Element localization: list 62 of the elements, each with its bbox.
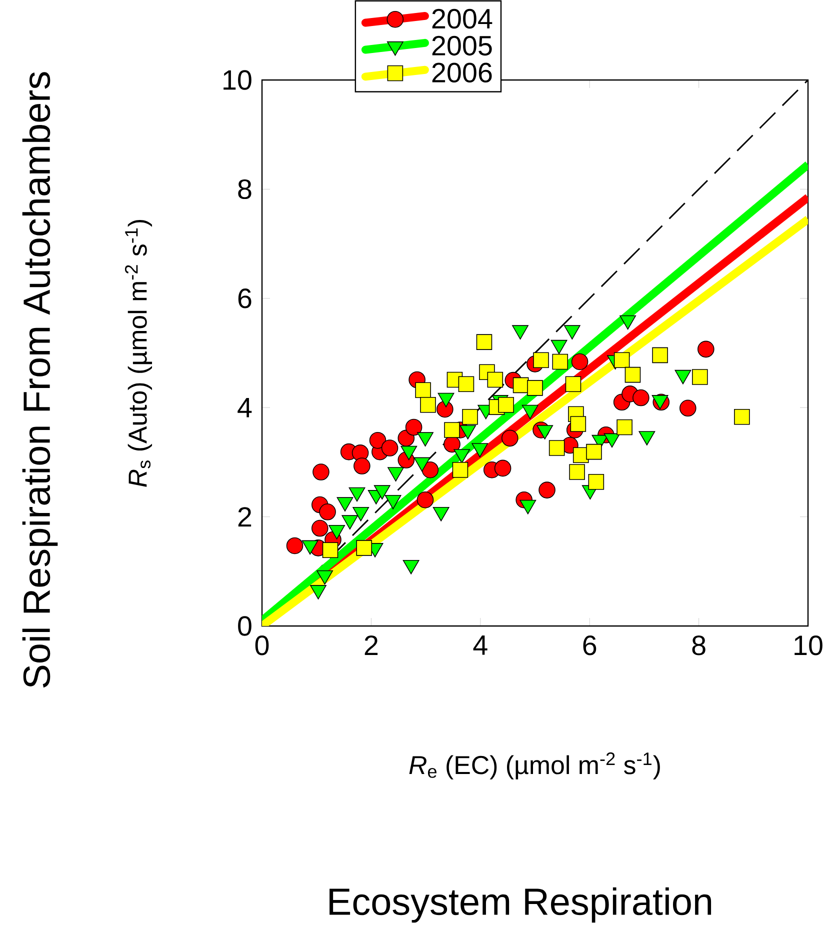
point: [458, 376, 474, 392]
y-axis-title: R$_{s}$ (Auto) (µmol m$^{-2}$ s$^{-1}$): [124, 220, 152, 487]
point: [624, 366, 641, 383]
y-tick-label: 2: [238, 507, 252, 527]
point: [354, 458, 370, 474]
point: [420, 396, 436, 413]
point: [494, 460, 512, 477]
y-tick-label: 10: [224, 70, 252, 90]
point: [501, 430, 518, 447]
y-tick-label: 8: [238, 179, 252, 200]
point: [311, 520, 328, 537]
x-tick-label: 4: [473, 636, 488, 655]
point: [571, 353, 588, 370]
point: [552, 354, 568, 370]
point: [444, 422, 460, 438]
text: Soil Respiration From Autochambers: [22, 72, 58, 688]
point: [462, 408, 478, 425]
point: [422, 461, 439, 478]
point: [588, 474, 604, 490]
point: [322, 542, 338, 558]
point: [570, 416, 586, 432]
point: [679, 400, 696, 417]
legend-label: 2005: [432, 36, 492, 56]
point: [356, 540, 372, 556]
x-tick-label: 0: [255, 636, 269, 656]
x-tick-label: 8: [692, 636, 706, 656]
point: [415, 382, 431, 398]
y-tick-label: 6: [238, 288, 252, 308]
x-tick-label: 2: [364, 636, 378, 655]
point: [527, 380, 543, 396]
point: [533, 352, 549, 368]
x-tick-label: 6: [583, 636, 596, 656]
point: [405, 418, 422, 436]
point: [734, 408, 750, 425]
point: [369, 432, 386, 449]
point: [616, 419, 632, 436]
point: [548, 440, 565, 456]
point: [286, 537, 304, 554]
point: [416, 491, 434, 508]
x-axis-title: R$_{e}$ (EC) (µmol m$^{-2}$ s$^{-1}$): [409, 752, 660, 780]
point: [452, 462, 468, 478]
point: [614, 352, 630, 368]
legend-label: 2006: [432, 62, 492, 83]
point: [586, 444, 602, 460]
point: [319, 503, 336, 520]
point: [569, 464, 585, 480]
point: [498, 396, 514, 413]
x-tick-label: 10: [794, 636, 822, 656]
point: [632, 389, 650, 406]
point: [565, 376, 582, 392]
point: [312, 464, 330, 480]
y-tick-label: 0: [238, 616, 252, 636]
point: [487, 372, 504, 388]
point: [538, 482, 556, 498]
y-tick-label: 4: [238, 398, 252, 418]
point: [692, 369, 708, 385]
point: [476, 334, 492, 350]
legend-label: 2004: [432, 8, 492, 29]
point: [381, 440, 398, 456]
point: [698, 340, 714, 358]
text: Ecosystem Respiration: [330, 887, 712, 923]
point: [652, 347, 668, 364]
